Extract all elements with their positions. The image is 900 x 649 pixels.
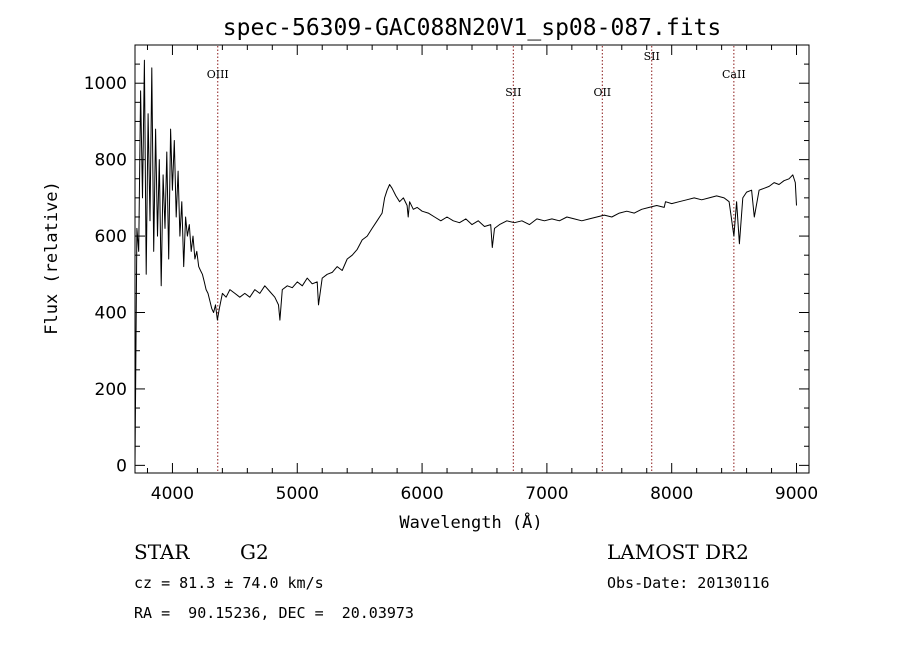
y-tick-label: 400: [95, 304, 127, 324]
spectrum-line: [134, 59, 797, 466]
spectral-line-markers: OIII SII OII SII CaII: [207, 46, 746, 472]
x-tick-label: 4000: [151, 484, 194, 504]
redshift-info: cz = 81.3 ± 74.0 km/s: [134, 574, 324, 592]
y-tick-label: 800: [95, 151, 127, 171]
y-tick-labels: 0 200 400 600 800 1000: [84, 74, 127, 476]
x-axis-label: Wavelength (Å): [399, 511, 542, 533]
chart-title: spec-56309-GAC088N20V1_sp08-087.fits: [223, 15, 722, 41]
spectral-line-label: SII: [644, 50, 660, 63]
x-tick-label: 9000: [775, 484, 818, 504]
spectrum-series: [134, 59, 797, 466]
object-class: STAR: [134, 540, 190, 564]
spectral-line-label: OII: [593, 86, 611, 99]
plot-frame: [134, 44, 810, 474]
x-tick-label: 7000: [525, 484, 568, 504]
object-subclass: G2: [240, 540, 269, 564]
coordinates-info: RA = 90.15236, DEC = 20.03973: [134, 604, 414, 622]
spectral-line-label: CaII: [722, 68, 746, 81]
x-tick-labels: 4000 5000 6000 7000 8000 9000: [151, 484, 818, 504]
spectral-line-label: SII: [505, 86, 521, 99]
x-tick-label: 6000: [400, 484, 443, 504]
y-tick-label: 600: [95, 227, 127, 247]
x-tick-label: 5000: [276, 484, 319, 504]
observation-date: Obs-Date: 20130116: [607, 574, 770, 592]
y-axis-label: Flux (relative): [42, 181, 62, 335]
y-tick-label: 1000: [84, 74, 127, 94]
survey-name: LAMOST DR2: [607, 540, 749, 564]
y-tick-label: 0: [116, 456, 127, 476]
axis-ticks: [135, 44, 809, 473]
plot-border: [134, 44, 810, 474]
spectral-line-label: OIII: [207, 68, 229, 81]
x-tick-label: 8000: [650, 484, 693, 504]
y-tick-label: 200: [95, 380, 127, 400]
